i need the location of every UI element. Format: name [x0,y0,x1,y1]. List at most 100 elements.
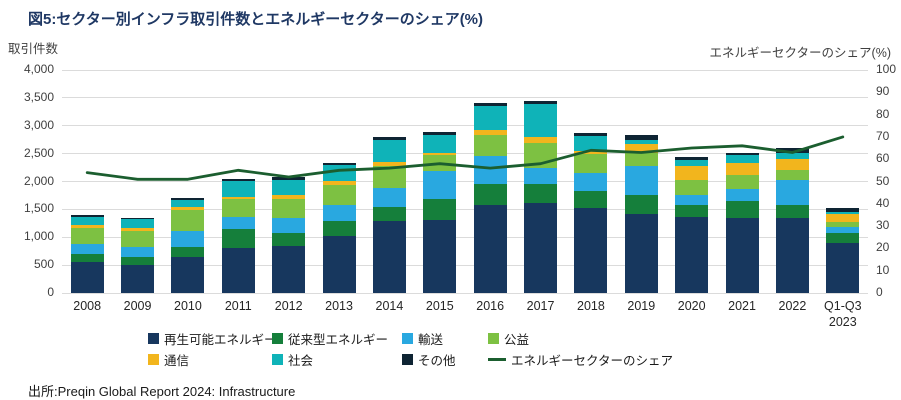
legend-item-輸送: 輸送 [402,329,443,348]
legend-swatch-icon [488,333,499,344]
bar-segment-従来型エネルギー [574,190,608,209]
legend-label: 公益 [504,333,530,347]
bar-segment-再生可能エネルギー [473,204,507,293]
x-axis-tick-label: Q1-Q3 2023 [824,299,862,329]
bar-segment-通信 [624,144,658,154]
bar-segment-社会 [121,219,155,229]
bar-segment-通信 [524,136,558,144]
y-axis-tick-label: 0 [47,285,54,299]
bar-segment-再生可能エネルギー [423,219,457,293]
gridline [62,181,868,182]
bar-segment-公益 [70,227,104,244]
bar-segment-社会 [624,140,658,145]
bar-segment-再生可能エネルギー [725,217,759,293]
bar-segment-社会 [675,159,709,167]
bar-segment-再生可能エネルギー [121,265,155,293]
gridline [62,208,868,210]
x-axis-tick-label: 2015 [425,299,454,313]
gridline [62,236,868,238]
bar-segment-公益 [574,153,608,174]
y2-axis-tick-label: 80 [876,106,890,121]
y2-axis-tick-label: 30 [876,218,890,233]
bar-segment-従来型エネルギー [121,256,155,266]
legend-label: エネルギーセクターのシェア [511,354,674,368]
legend-item-再生可能エネルギー: 再生可能エネルギー [148,329,277,348]
bar-segment-通信 [675,166,709,180]
bar-segment-輸送 [121,246,155,257]
bar-segment-その他 [171,198,205,200]
bar-segment-輸送 [372,188,406,207]
legend-swatch-icon [272,354,283,365]
legend-label: 社会 [288,354,314,368]
bar-segment-通信 [121,228,155,232]
bar-segment-社会 [574,135,608,152]
legend-swatch-icon [272,333,283,344]
bar-segment-従来型エネルギー [372,206,406,221]
bar-segment-社会 [725,155,759,163]
bar-segment-通信 [322,180,356,186]
bar-segment-その他 [121,217,155,220]
bar-segment-再生可能エネルギー [775,218,809,293]
legend-line-icon [488,358,506,361]
bar-segment-社会 [171,199,205,208]
right-axis-title: エネルギーセクターのシェア(%) [709,46,891,60]
bar-segment-社会 [372,140,406,162]
left-axis-title: 取引件数 [8,42,59,56]
y-axis-tick-label: 500 [33,257,54,272]
x-axis-tick-label: 2011 [224,299,252,313]
gridline [62,69,868,71]
bar-segment-公益 [221,198,255,217]
bar-segment-その他 [725,152,759,156]
bar-segment-公益 [826,221,860,228]
bar-segment-輸送 [171,231,205,247]
bar-segment-輸送 [70,243,104,254]
bar-segment-従来型エネルギー [524,184,558,203]
legend-item-その他: その他 [402,350,456,369]
y-axis-tick-label: 1,500 [23,201,54,216]
bar-segment-輸送 [826,227,860,233]
y-axis-tick-label: 3,500 [23,89,54,104]
bar-segment-社会 [826,211,860,214]
bar-segment-公益 [624,153,658,167]
gridline [62,153,868,155]
bar-segment-輸送 [272,218,306,233]
bar-segment-通信 [372,162,406,167]
bar-segment-輸送 [473,156,507,185]
legend-label: その他 [418,354,456,368]
x-axis-tick-label: 2013 [325,299,353,313]
bar-segment-通信 [725,162,759,176]
plot-area: 0 500 1,000 1,500 2,000 2,500 3,000 3,500 4,000 0… [24,62,896,329]
bar-segment-社会 [473,106,507,130]
energy-share-line [85,135,845,181]
bar-segment-公益 [372,166,406,189]
bar-segment-従来型エネルギー [675,204,709,218]
bar-segment-通信 [272,194,306,199]
bar-segment-通信 [574,151,608,154]
bar-segment-通信 [826,213,860,222]
bar-segment-輸送 [675,194,709,205]
x-axis-tick-label: 2010 [174,299,202,313]
y2-axis-tick-label: 10 [876,262,890,277]
legend-swatch-icon [402,333,413,344]
bar-segment-再生可能エネルギー [171,256,205,293]
bar-segment-その他 [775,148,809,153]
x-axis-tick-label: 2022 [778,299,807,313]
bar-segment-従来型エネルギー [272,232,306,247]
bar-segment-通信 [473,129,507,136]
x-axis-tick-label: 2009 [123,299,152,313]
y2-axis-tick-label: 40 [876,195,890,210]
x-axis-tick-label: 2012 [274,299,303,313]
bar-segment-再生可能エネルギー [70,262,104,293]
gridline [62,125,868,127]
legend-item-社会: 社会 [272,350,313,369]
bar-segment-従来型エネルギー [171,246,205,257]
y2-axis-tick-label: 100 [876,62,897,76]
bar-segment-再生可能エネルギー [221,247,255,293]
bar-segment-社会 [423,134,457,153]
bar-segment-公益 [171,209,205,232]
bar-segment-その他 [574,133,608,136]
bar-segment-公益 [322,185,356,205]
bar-segment-従来型エネルギー [423,198,457,220]
bar-segment-従来型エネルギー [775,204,809,219]
